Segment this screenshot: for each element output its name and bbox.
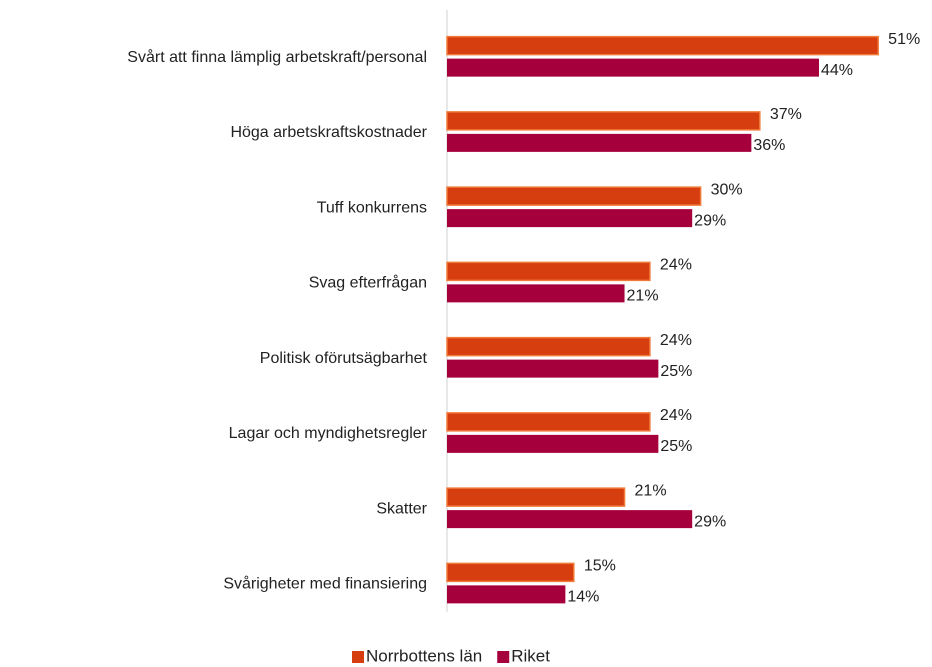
- value-label: 37%: [770, 106, 802, 123]
- bar: [446, 412, 651, 432]
- bar: [447, 434, 659, 453]
- bar: [447, 585, 566, 604]
- bar: [446, 111, 761, 131]
- category-label: Svag efterfrågan: [309, 274, 427, 292]
- bar: [447, 209, 693, 228]
- value-label: 24%: [660, 407, 692, 424]
- value-label: 29%: [694, 513, 726, 530]
- value-label: 36%: [753, 137, 785, 154]
- legend-swatch: [352, 651, 364, 663]
- value-label: 14%: [567, 589, 599, 606]
- category-label: Svårt att finna lämplig arbetskraft/pers…: [127, 48, 427, 66]
- legend-swatch: [497, 651, 510, 663]
- category-label: Tuff konkurrens: [317, 199, 427, 216]
- category-label: Svårigheter med finansiering: [223, 575, 427, 593]
- value-label: 21%: [627, 288, 659, 305]
- bar: [446, 336, 651, 357]
- legend-label: Riket: [511, 646, 550, 665]
- value-label: 24%: [660, 257, 692, 274]
- value-label: 25%: [660, 363, 692, 380]
- category-label: Lagar och myndighetsregler: [229, 425, 428, 442]
- legend-label: Norrbottens län: [366, 646, 482, 665]
- bar: [446, 261, 651, 282]
- value-label: 25%: [660, 438, 692, 455]
- category-label: Politisk oförutsägbarhet: [260, 350, 428, 367]
- value-label: 24%: [660, 332, 692, 349]
- bar: [447, 359, 659, 378]
- value-label: 21%: [635, 482, 667, 499]
- bar: [447, 58, 819, 77]
- bar: [447, 510, 693, 529]
- category-label: Skatter: [376, 500, 427, 517]
- bar: [446, 562, 575, 583]
- category-label: Höga arbetskraftskostnader: [230, 124, 427, 141]
- value-label: 30%: [711, 181, 743, 198]
- bar: [446, 186, 702, 206]
- value-label: 15%: [584, 558, 616, 575]
- value-label: 29%: [694, 212, 726, 229]
- value-label: 44%: [821, 62, 853, 79]
- bar: [447, 133, 752, 152]
- value-label: 51%: [888, 31, 920, 48]
- bar: [446, 35, 879, 56]
- bar: [446, 487, 626, 507]
- bar: [447, 284, 625, 303]
